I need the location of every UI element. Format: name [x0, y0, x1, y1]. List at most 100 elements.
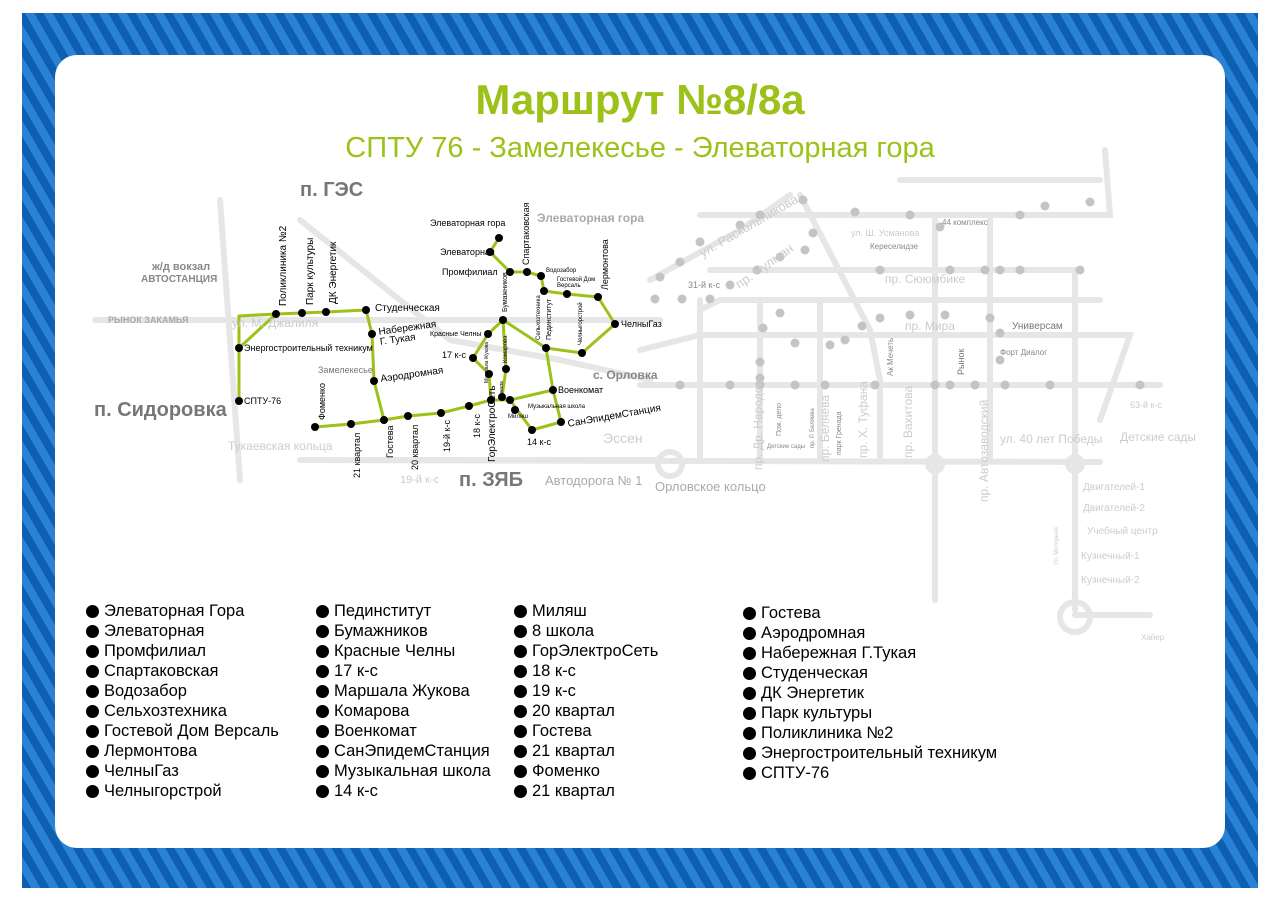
legend-item-label: Гостева: [532, 721, 592, 740]
stop-marker: [311, 423, 319, 431]
legend-item-label: ЧелныГаз: [104, 761, 179, 780]
stop-dot-icon: [514, 784, 527, 798]
other-stop-marker: [940, 310, 950, 320]
page-subtitle: СПТУ 76 - Замелекесье - Элеваторная гора: [345, 132, 935, 164]
stop-marker: [380, 416, 388, 424]
stop-label: 18 к-с: [472, 414, 482, 438]
stop-marker: [484, 330, 492, 338]
other-stop-marker: [905, 210, 915, 220]
stop-marker: [542, 344, 550, 352]
stop-dot-icon: [86, 704, 99, 718]
stop-dot-icon: [514, 704, 527, 718]
place-label: ул. М. Джалиля: [232, 316, 319, 330]
stop-marker: [537, 272, 545, 280]
other-stop-marker: [755, 357, 765, 367]
legend-item: 14 к-с: [316, 781, 491, 801]
stop-marker: [362, 306, 370, 314]
legend-item: Лермонтова: [86, 741, 279, 761]
stop-dot-icon: [86, 724, 99, 738]
legend-item-label: 8 школа: [532, 621, 595, 640]
stop-marker: [469, 354, 477, 362]
stop-label: Студенческая: [375, 303, 440, 314]
stop-dot-icon: [743, 706, 756, 720]
other-stop-marker: [705, 294, 715, 304]
legend-item: Гостева: [514, 721, 658, 741]
other-stop-marker: [875, 265, 885, 275]
legend-item-label: 17 к-с: [334, 661, 378, 680]
other-stop-marker: [725, 280, 735, 290]
other-stop-marker: [1085, 197, 1095, 207]
other-stop-marker: [980, 265, 990, 275]
other-stop-marker: [825, 340, 835, 350]
stop-marker: [594, 293, 602, 301]
stop-label: ДК Энергетик: [328, 241, 339, 304]
stop-dot-icon: [743, 746, 756, 760]
legend-item: 21 квартал: [514, 781, 658, 801]
legend-item-label: Пединститут: [334, 601, 432, 620]
stop-marker: [487, 396, 495, 404]
stop-marker: [404, 412, 412, 420]
other-stop-marker: [677, 294, 687, 304]
place-label: п. ГЭС: [300, 179, 364, 201]
legend-item: Поликлиника №2: [743, 723, 997, 743]
stop-dot-icon: [316, 704, 329, 718]
other-stop-marker: [650, 294, 660, 304]
legend-column: Пединститут Бумажников Красные Челны 17 к-с…: [316, 601, 491, 801]
stop-dot-icon: [316, 744, 329, 758]
legend-item-label: 14 к-с: [334, 781, 378, 800]
legend-item: Энергостроительный техникум: [743, 743, 997, 763]
stop-label: Гостевой Дом Версаль: [557, 277, 596, 289]
stop-dot-icon: [514, 664, 527, 678]
other-stop-marker: [1040, 201, 1050, 211]
other-stop-marker: [995, 328, 1005, 338]
other-stop-marker: [1045, 380, 1055, 390]
legend-item: Сельхозтехника: [86, 701, 279, 721]
stop-label: Спартаковская: [521, 202, 531, 265]
legend-item-label: Водозабор: [104, 681, 187, 700]
stop-label: 8 школа: [499, 381, 505, 400]
stop-label: Энергостроительный техникум: [244, 343, 373, 353]
stop-label: Элеваторная: [440, 247, 495, 257]
stop-dot-icon: [316, 604, 329, 618]
stop-label: Элеваторная гора: [430, 218, 506, 228]
stop-marker: [322, 308, 330, 316]
legend-item: 20 квартал: [514, 701, 658, 721]
legend-item-label: 21 квартал: [532, 741, 615, 760]
place-label: пр. Х. Туфана: [856, 381, 870, 458]
stop-marker: [272, 310, 280, 318]
other-stop-marker: [775, 308, 785, 318]
place-label: РЫНОК ЗАКАМЬЯ: [108, 315, 189, 325]
legend-item: Фоменко: [514, 761, 658, 781]
legend-item-label: Элеваторная Гора: [104, 601, 245, 620]
other-stop-marker: [1000, 380, 1010, 390]
other-stop-marker: [655, 272, 665, 282]
stop-dot-icon: [514, 644, 527, 658]
route-segment: [471, 237, 617, 401]
stop-dot-icon: [514, 744, 527, 758]
page-title: Маршрут №8/8а: [475, 76, 805, 123]
stop-dot-icon: [86, 604, 99, 618]
stop-label: Промфилиал: [442, 267, 498, 277]
legend-item: ГорЭлектроСеть: [514, 641, 658, 661]
stop-dot-icon: [316, 724, 329, 738]
legend-item-label: Лермонтова: [104, 741, 198, 760]
place-label: Рынок: [956, 348, 966, 375]
stop-label: Поликлиника №2: [278, 225, 289, 306]
other-stop-marker: [995, 265, 1005, 275]
place-label: Универсам: [1012, 321, 1063, 332]
place-label: Детские сады: [767, 444, 806, 450]
place-label: с. Орловка: [593, 368, 658, 382]
other-stop-marker: [800, 245, 810, 255]
stop-label: Лермонтова: [600, 239, 610, 290]
legend-item-label: ДК Энергетик: [761, 683, 864, 702]
place-label: п. ЗЯБ: [459, 469, 523, 491]
legend-item: ДК Энергетик: [743, 683, 997, 703]
stop-label: 14 к-с: [527, 437, 551, 447]
stop-dot-icon: [514, 684, 527, 698]
legend-item-label: СПТУ-76: [761, 763, 830, 782]
legend-item-label: 21 квартал: [532, 781, 615, 800]
place-label: Кереселидзе: [870, 242, 919, 251]
legend-item-label: СанЭпидемСтанция: [334, 741, 490, 760]
legend-item: ЧелныГаз: [86, 761, 279, 781]
legend-item: Бумажников: [316, 621, 491, 641]
